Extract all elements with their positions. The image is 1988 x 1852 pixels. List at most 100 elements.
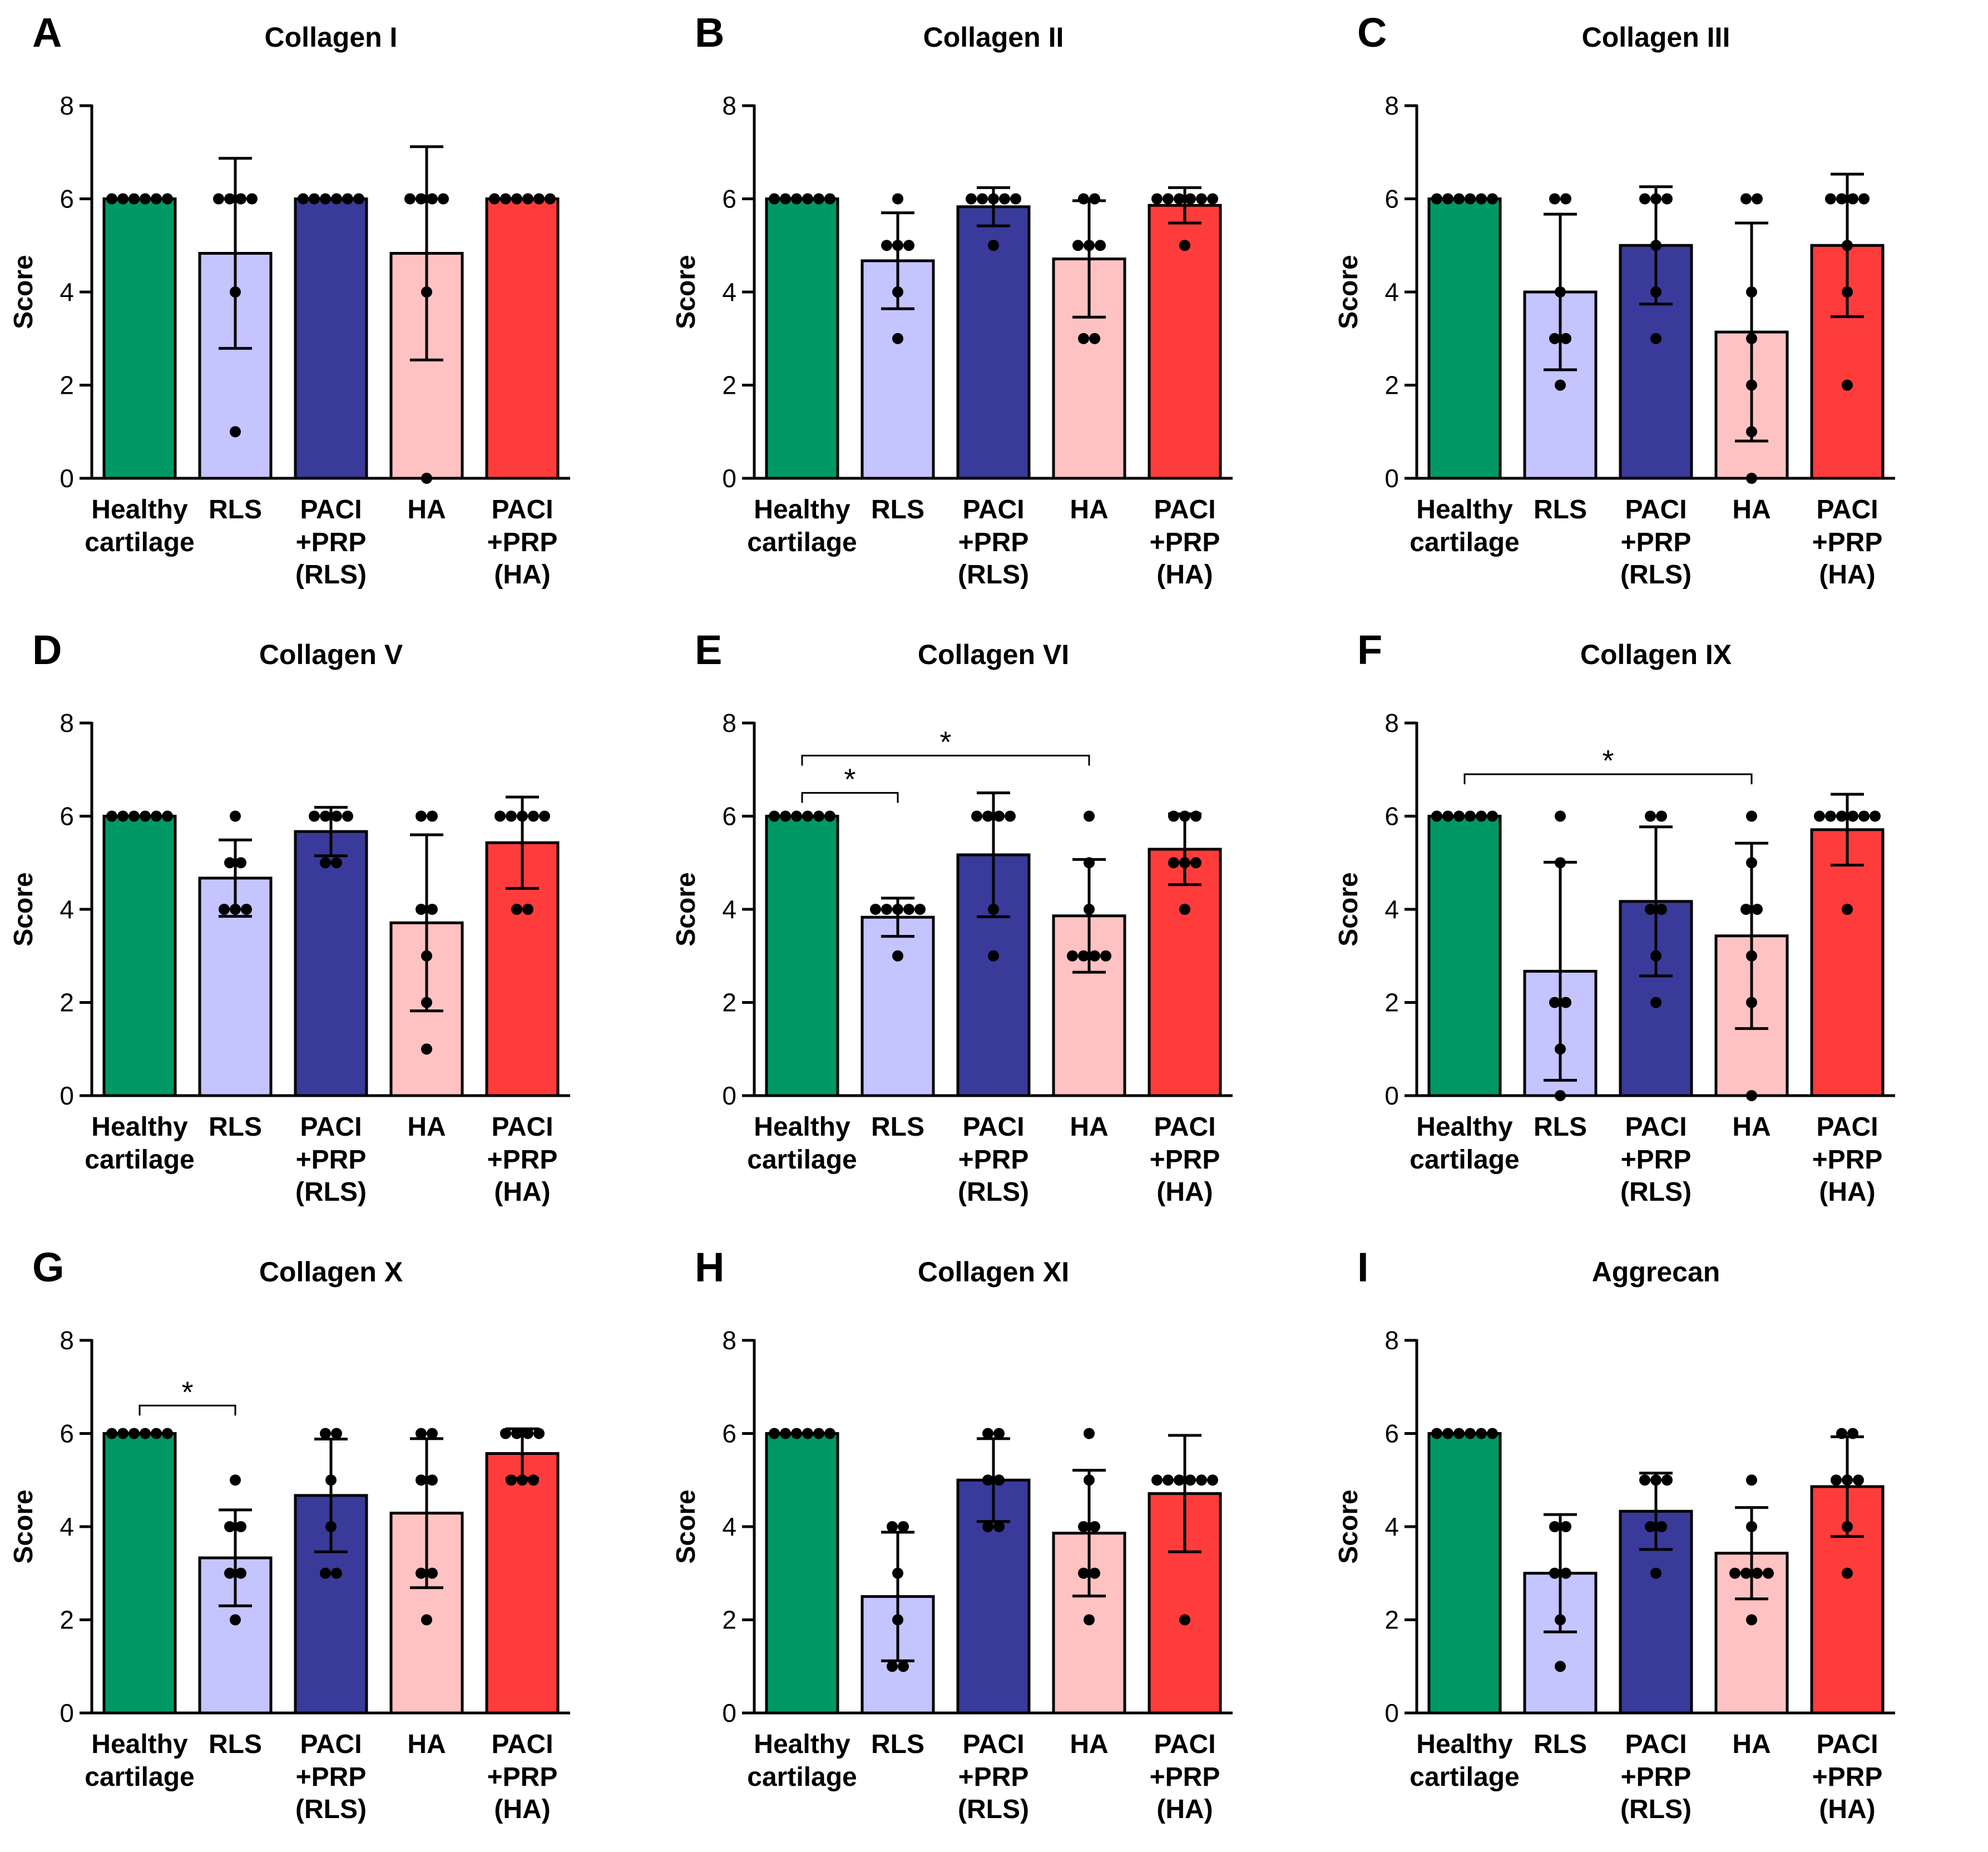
data-point	[1746, 333, 1757, 344]
x-tick-label-line: (HA)	[494, 1177, 551, 1207]
x-tick-label-line: Healthy	[91, 495, 188, 524]
x-tick-label-line: +PRP	[1620, 1762, 1692, 1792]
data-point	[1650, 1474, 1661, 1486]
data-point	[1207, 1474, 1218, 1486]
data-point	[528, 810, 539, 822]
data-point	[1442, 810, 1453, 822]
data-point	[224, 193, 235, 205]
data-point	[1746, 997, 1757, 1008]
x-tick-label: Healthy cartilage	[78, 1111, 201, 1176]
significance-label: *	[844, 763, 855, 796]
data-point	[892, 286, 903, 298]
y-tick-label: 0	[722, 464, 736, 493]
bar	[1427, 815, 1502, 1097]
data-point	[320, 193, 331, 205]
data-point	[1858, 193, 1870, 205]
data-point	[1661, 1474, 1673, 1486]
data-point	[416, 1567, 427, 1579]
data-point	[892, 950, 903, 962]
data-point	[1740, 904, 1752, 915]
x-tick-label-line: (RLS)	[295, 1177, 367, 1207]
data-point	[1168, 810, 1179, 822]
data-point	[1555, 1661, 1566, 1672]
data-point	[1650, 286, 1661, 298]
data-point	[1084, 1474, 1095, 1486]
data-point	[246, 193, 258, 205]
data-point	[1174, 193, 1185, 205]
x-tick-label: Healthy cartilage	[741, 494, 863, 559]
x-tick-label: RLS	[1499, 1729, 1621, 1761]
data-point	[1555, 1614, 1566, 1626]
bar	[102, 815, 177, 1097]
x-tick-label-line: +PRP	[487, 527, 558, 557]
y-tick-label: 4	[60, 1512, 74, 1541]
data-point	[1487, 810, 1498, 822]
data-point	[1549, 193, 1560, 205]
data-point	[320, 810, 331, 822]
data-point	[1650, 193, 1661, 205]
x-tick-label-line: RLS	[871, 495, 924, 524]
chart-svg: Score 0 2 4 6 8	[9, 709, 570, 1110]
data-point	[1084, 904, 1095, 915]
data-point	[1089, 950, 1100, 962]
data-point	[1151, 1474, 1163, 1486]
data-point	[1174, 1474, 1185, 1486]
data-point	[511, 904, 522, 915]
data-point	[1836, 810, 1847, 822]
panel-letter: G	[32, 1244, 65, 1290]
data-point	[791, 1428, 802, 1439]
x-tick-label-line: PACI	[491, 1112, 553, 1142]
data-point	[1487, 193, 1498, 205]
data-point	[1089, 1567, 1100, 1579]
x-tick-label-line: +PRP	[487, 1145, 558, 1175]
x-tick-label-line: PACI	[1816, 495, 1878, 524]
bar	[1810, 828, 1885, 1097]
bar	[294, 197, 368, 480]
data-point	[988, 193, 999, 205]
bar	[1148, 848, 1222, 1097]
data-point	[1853, 1474, 1864, 1486]
x-tick-label: RLS	[174, 1729, 296, 1761]
x-tick-label: RLS	[174, 1111, 296, 1144]
y-tick-label: 6	[722, 185, 736, 214]
data-point	[1645, 810, 1656, 822]
data-point	[1729, 1567, 1740, 1579]
data-point	[522, 193, 533, 205]
chart-title: Collagen II	[923, 22, 1064, 53]
bar	[861, 915, 935, 1097]
data-point	[1549, 333, 1560, 344]
x-tick-label-line: PACI	[300, 1730, 362, 1759]
data-point	[892, 333, 903, 344]
data-point	[213, 193, 224, 205]
x-tick-label-line: PACI	[962, 495, 1025, 524]
y-tick-label: 8	[722, 1326, 736, 1355]
y-tick-label: 4	[60, 278, 74, 306]
data-point	[320, 1428, 331, 1439]
chart-panel-e: Score 0 2 4 6 8 * * E Collagen VI Healthy cartilage…	[662, 617, 1325, 1235]
data-point	[982, 1521, 993, 1532]
data-point	[1078, 333, 1089, 344]
data-point	[1639, 1474, 1650, 1486]
data-point	[416, 1428, 427, 1439]
data-point	[1549, 1521, 1560, 1532]
data-point	[342, 810, 353, 822]
data-point	[1078, 193, 1089, 205]
data-point	[1179, 904, 1190, 915]
data-point	[780, 810, 791, 822]
data-point	[421, 1043, 432, 1055]
x-tick-label: Healthy cartilage	[741, 1729, 863, 1794]
x-tick-label-line: +PRP	[958, 527, 1029, 557]
x-tick-label-line: RLS	[1534, 1112, 1587, 1142]
significance-label: *	[181, 1375, 193, 1409]
bar	[765, 1432, 839, 1715]
data-point	[1752, 904, 1763, 915]
y-tick-label: 8	[60, 709, 74, 737]
data-point	[1179, 240, 1190, 251]
data-point	[1746, 1521, 1757, 1532]
x-tick-label: HA	[365, 494, 488, 527]
data-point	[1740, 1567, 1752, 1579]
data-point	[802, 810, 813, 822]
x-tick-label: HA	[1690, 494, 1813, 527]
y-tick-label: 8	[722, 709, 736, 737]
data-point	[1089, 333, 1100, 344]
